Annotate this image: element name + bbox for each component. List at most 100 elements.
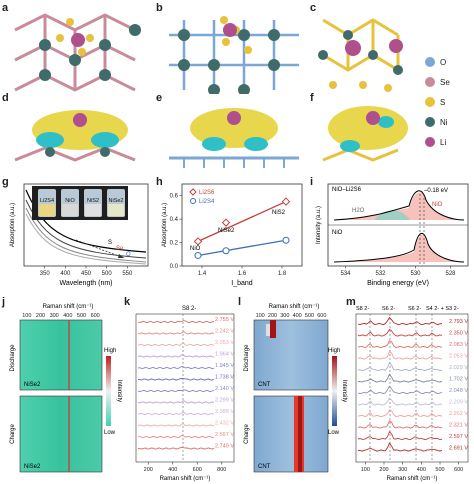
panel-letter-i: i [310, 176, 314, 188]
structure-a [14, 13, 141, 92]
h-point-li2s4 [282, 236, 290, 244]
m-traces-voltage-label: 2.350 V [449, 331, 468, 337]
l-xticks-label: 500 [305, 313, 314, 319]
k-traces-voltage-label: 2.388 V [215, 409, 234, 415]
m-xticks-label: 600 [454, 467, 463, 473]
panel-letter-b: b [156, 2, 163, 14]
point-label-nis2: NiS2 [272, 210, 286, 216]
vial-label: NiS2 [87, 198, 99, 204]
curve-nise2 [25, 213, 147, 265]
k-traces-trace [137, 446, 215, 450]
legend-label-se: Se [440, 78, 450, 87]
charge-density-f [322, 106, 408, 162]
chart-h-ylabel: Absorption (a.u.) [162, 203, 168, 247]
h-ytick-label: 0.0 [170, 264, 179, 270]
m-peak-0: S8 2- [356, 306, 369, 312]
label-nio-peak: NiO [432, 202, 443, 208]
k-traces-voltage-label: 1.945 V [215, 363, 234, 369]
j-xticks-label: 600 [91, 313, 100, 319]
m-traces-trace [357, 328, 443, 337]
m-traces-trace [357, 442, 443, 452]
m-traces-voltage-label: 2.793 V [449, 319, 468, 325]
l-material-bottom: CNT [258, 464, 271, 470]
k-peak-label: S8 2- [182, 306, 196, 312]
l-xticks-label: 300 [280, 313, 289, 319]
h-xtick-label: 1.4 [198, 271, 207, 277]
panel-letter-k: k [124, 296, 131, 308]
l-xticks-label: 200 [268, 313, 277, 319]
k-traces-voltage-label: 2.299 V [215, 398, 234, 404]
h-xtick-label: 1.8 [278, 271, 287, 277]
legend-label-li: Li [440, 138, 446, 147]
k-traces-voltage-label: 2.432 V [215, 421, 234, 427]
vial-liquid [62, 204, 78, 216]
heatmap-j: Raman shift (cm⁻¹) 100 200 300 400 500 600 Di… [10, 304, 122, 473]
g-xtick-label: 550 [122, 271, 133, 277]
vial-liquid [108, 204, 124, 216]
h-ytick-label: 0.4 [170, 217, 179, 223]
m-peak-3: S4 2- + S3 2- [426, 306, 459, 312]
h-ytick-label: 0.6 [170, 194, 179, 200]
k-traces-trace [137, 411, 215, 416]
l-xticks-label: 600 [317, 313, 326, 319]
m-traces-trace [357, 430, 443, 441]
vial-label: Li2S4 [40, 198, 54, 204]
g-xtick-label: 400 [60, 271, 71, 277]
k-traces-voltage-label: 1.964 V [215, 352, 234, 358]
m-traces-trace [357, 350, 443, 360]
legend-label-ni: Ni [440, 118, 448, 127]
panel-letter-d: d [2, 92, 9, 104]
h-point-li2s6 [193, 237, 203, 246]
j-material-top: NiSe2 [24, 382, 41, 388]
h-ytick-label: 0.2 [170, 241, 179, 247]
k-traces-trace [137, 331, 215, 335]
k-traces-trace [137, 400, 215, 404]
k-traces-trace [137, 389, 215, 393]
label-top: NiO–Li2S6 [332, 187, 362, 193]
l-xticks-label: 100 [256, 313, 265, 319]
panel-letter-f: f [310, 92, 314, 104]
i-xtick-label: 528 [445, 271, 456, 277]
m-peak-2: S6 2- [408, 306, 421, 312]
legend-swatch-ni [425, 117, 435, 127]
m-traces-trace [357, 397, 443, 406]
atom-legend: O Se S Ni Li [424, 54, 472, 163]
h-point-li2s6 [221, 218, 231, 227]
chart-i-ylabel: Intensity (a.u.) [316, 206, 322, 244]
k-traces-trace [137, 320, 215, 324]
legend-swatch-s [425, 97, 435, 107]
m-traces-trace [357, 340, 443, 349]
m-traces-voltage-label: 2.597 V [449, 434, 468, 440]
chart-g: Absorption (a.u.) 350 400 450 500 550 Wavele… [10, 183, 149, 287]
legend-swatch-se [425, 77, 435, 87]
k-traces-trace [137, 378, 215, 381]
legend-label-o: O [440, 58, 446, 67]
h-xtick-label: 1.6 [238, 271, 247, 277]
g-xtick-label: 350 [40, 271, 51, 277]
raman-k: S8 2- 2.755 V 2.242 V 2.053 V 1.964 V 1.945 … [135, 306, 234, 482]
h-point-li2s4 [194, 251, 202, 259]
j-cbar-label: Intensity [116, 380, 122, 402]
k-traces-trace [137, 434, 215, 439]
i-xtick-label: 530 [410, 271, 421, 277]
l-material-top: CNT [258, 382, 271, 388]
label-shift: –0.18 eV [424, 188, 448, 194]
annot-o: O [126, 252, 131, 258]
legend-label-s: S [440, 98, 445, 107]
k-traces-voltage-label: 2.755 V [215, 317, 234, 323]
l-xticks-label: 400 [293, 313, 302, 319]
label-bottom: NiO [332, 230, 343, 236]
point-label-nio: NiO [190, 246, 201, 252]
j-xticks-label: 300 [50, 313, 59, 319]
m-traces-voltage-label: 2.262 V [449, 411, 468, 417]
m-traces-voltage-label: 2.321 V [449, 423, 468, 429]
k-traces-voltage-label: 1.738 V [215, 375, 234, 381]
g-xtick-label: 500 [102, 271, 113, 277]
i-xtick-label: 534 [340, 271, 351, 277]
k-xticks-label: 800 [217, 467, 226, 473]
k-traces-trace [137, 366, 215, 370]
m-traces-trace [357, 373, 443, 383]
vial-label: NiO [65, 198, 75, 204]
k-traces-voltage-label: 2.597 V [215, 432, 234, 438]
i-xtick-label: 532 [375, 271, 386, 277]
